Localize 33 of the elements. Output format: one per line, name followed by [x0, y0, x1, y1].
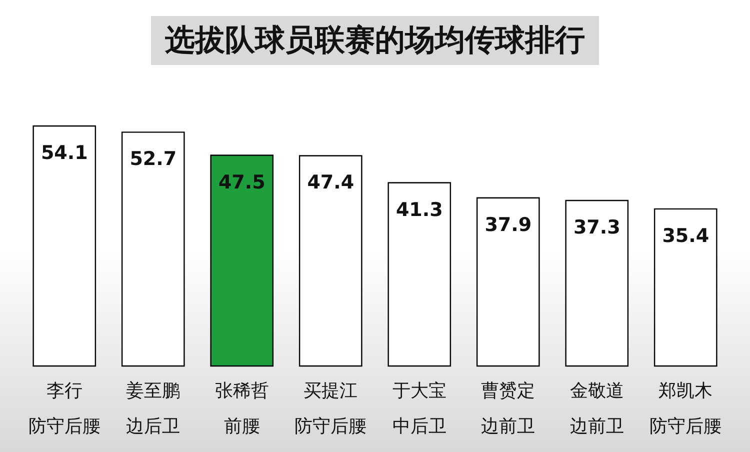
text: 防守后腰	[294, 416, 367, 437]
bar	[565, 200, 629, 367]
text: 边前卫	[570, 416, 624, 437]
bar	[654, 208, 718, 367]
data-label: 47.4	[307, 172, 354, 194]
text: 边前卫	[481, 416, 536, 437]
text: 边后卫	[126, 416, 180, 437]
x-tick-label: 于大宝	[392, 380, 446, 402]
data-label: 47.5	[218, 171, 266, 194]
text: 防守后腰	[650, 416, 722, 437]
bar	[476, 197, 540, 367]
x-tick-label: 金敬道	[570, 380, 624, 402]
text: 防守后腰	[28, 416, 100, 437]
bar	[388, 182, 452, 367]
text: 中后卫	[392, 416, 446, 437]
data-label: 37.3	[573, 216, 620, 239]
text: 前腰	[224, 416, 260, 437]
data-label: 52.7	[130, 148, 177, 170]
bar	[32, 125, 96, 367]
x-tick-label: 郑凯木	[658, 380, 713, 402]
data-label: 35.4	[662, 224, 710, 247]
bar	[298, 155, 362, 367]
x-tick-label: 姜至鹏	[126, 380, 180, 402]
chart-title: 选拔队球员联赛的场均传球排行	[151, 16, 599, 65]
x-tick-label: 李行	[46, 380, 82, 402]
data-label: 37.9	[484, 214, 532, 236]
x-tick-label: 曹赟定	[481, 380, 536, 402]
bar	[210, 154, 274, 367]
data-label: 41.3	[396, 198, 443, 221]
x-tick-label: 买提江	[304, 380, 358, 402]
data-label: 54.1	[40, 142, 88, 164]
x-tick-label: 张稀哲	[214, 380, 269, 402]
bar	[121, 132, 185, 367]
